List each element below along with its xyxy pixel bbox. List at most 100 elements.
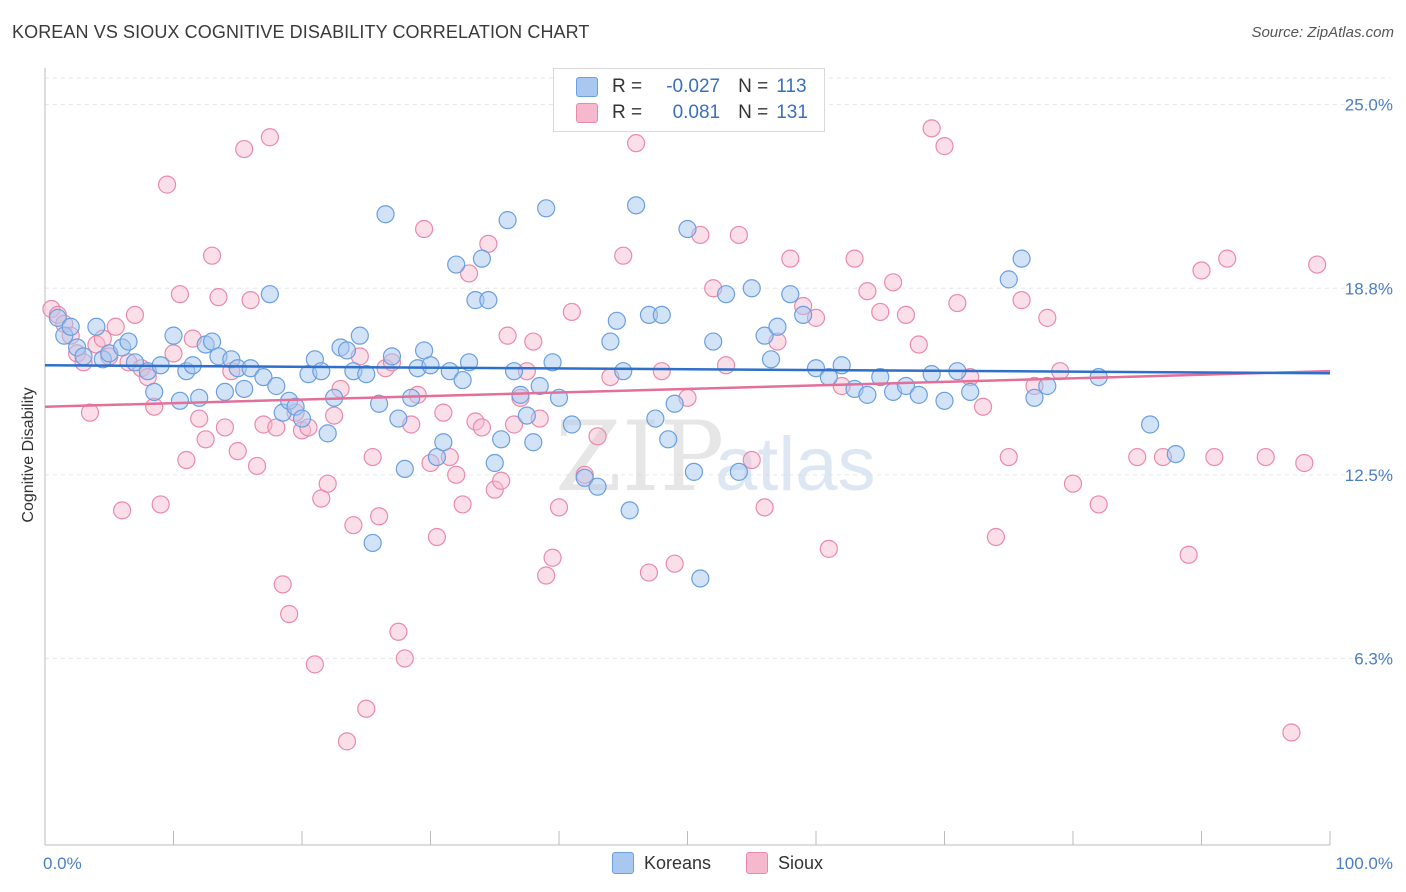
korean-point [1140,415,1160,434]
korean-point [626,196,646,215]
korean-point [768,317,787,336]
sioux-point [1295,453,1314,473]
y-tick-label: 6.3% [1354,649,1393,668]
sioux-point [318,474,337,493]
korean-point [421,356,440,375]
korean-point [755,326,774,345]
korean-point [267,376,286,396]
korean-point [524,433,543,452]
korean-point [601,332,620,351]
sioux-point [325,406,344,425]
korean-point [235,379,254,399]
korean-point [459,353,479,372]
sioux-point [755,498,774,517]
x-tick-label: 0.0% [43,854,82,873]
sioux-point [639,563,659,582]
korean-point [922,365,941,384]
sioux-point [357,699,376,718]
sioux-point [999,447,1018,467]
korean-point [871,368,890,387]
korean-point [935,391,954,410]
y-tick-labels: 25.0% 18.8% 12.5% 6.3% [1345,96,1393,669]
korean-point [504,362,524,381]
sioux-point [395,649,414,668]
sioux-point [562,302,581,322]
sioux-point [716,356,736,375]
sioux-point [883,273,903,292]
koreans-swatch [576,77,598,97]
korean-point [87,317,106,336]
korean-point [1025,388,1044,407]
koreans-legend-label: Koreans [644,852,712,873]
koreans-trend-line [44,364,1331,375]
y-tick-label: 12.5% [1345,466,1393,485]
korean-point [215,382,234,402]
sioux-point [845,249,864,268]
sioux-legend-swatch [746,852,768,874]
sioux-point [177,450,196,470]
stats-legend: R = -0.027 N = 113 R = 0.081 N = 131 [553,68,825,132]
korean-point [684,462,704,481]
korean-point [164,326,183,345]
korean-point [659,430,678,449]
sioux-point [202,246,222,265]
sioux-point [273,575,292,594]
korean-point [389,409,408,428]
sioux-point [472,418,491,437]
sioux-point [151,495,170,514]
sioux-point [665,554,684,573]
korean-point [537,199,556,218]
sioux-point [125,305,145,325]
legend-item-koreans[interactable]: Koreans [612,852,711,874]
korean-point [1012,249,1031,268]
korean-point [376,205,395,224]
legend-item-sioux[interactable]: Sioux [746,852,823,874]
sioux-point [459,264,479,283]
sioux-legend-label: Sioux [778,852,824,873]
korean-point [729,462,749,481]
sioux-r-label: R = [612,102,643,123]
axes [44,68,1331,846]
sioux-point [453,495,472,514]
korean-point [961,382,980,402]
sioux-point [626,134,646,153]
korean-point [292,409,312,428]
sioux-point [157,175,177,194]
korean-point [691,569,710,588]
korean-point [145,382,164,402]
koreans-n-value: 113 [776,76,807,97]
korean-point [395,459,414,479]
series-legend: Koreans Sioux [0,852,1406,878]
sioux-point [537,566,556,585]
sioux-point [652,362,671,381]
korean-point [337,341,357,360]
sioux-point [434,403,453,422]
sioux-point [1308,255,1327,274]
korean-point [318,424,337,443]
sioux-point [1012,291,1031,310]
watermark: ZIP atlas [555,401,876,513]
korean-point [652,305,671,325]
sioux-point [935,137,954,156]
korean-point [472,249,491,268]
sioux-point [858,282,877,301]
korean-point [806,359,826,378]
korean-point [485,453,504,473]
sioux-point [260,128,279,147]
korean-point [517,406,536,425]
sioux-points [42,119,1327,751]
korean-point [492,430,511,449]
korean-point [479,291,498,310]
sioux-point [498,326,517,345]
korean-point [312,362,331,381]
sioux-point [112,501,132,520]
korean-point [48,308,67,327]
sioux-point [80,403,100,422]
sioux-point [196,430,215,449]
korean-point [646,409,665,428]
korean-point [575,468,594,487]
koreans-r-label: R = [612,76,643,97]
sioux-swatch [576,103,598,123]
korean-point [665,394,684,413]
sioux-point [241,291,260,310]
